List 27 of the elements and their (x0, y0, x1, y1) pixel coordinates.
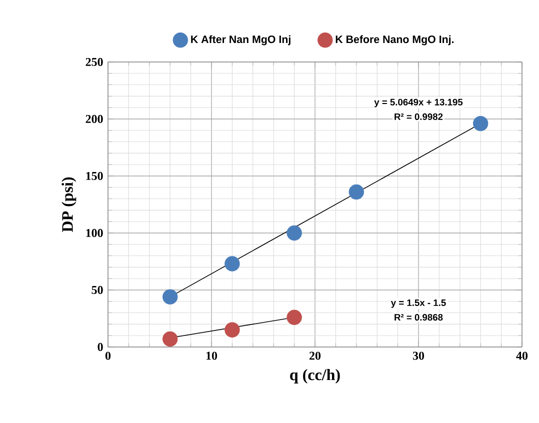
point (348, 184, 364, 200)
x-tick-label: 40 (516, 352, 528, 360)
point (162, 331, 178, 347)
annotation: y = 1.5x - 1.5 (390, 299, 446, 308)
x-axis-title: q (cc/h) (290, 368, 340, 384)
y-tick-label: 50 (92, 286, 103, 294)
legend-label: K After Nan MgO Inj (191, 35, 290, 46)
x-tick-label: 30 (412, 352, 424, 360)
point (472, 116, 488, 132)
point (286, 310, 302, 325)
y-tick-label: 0 (98, 342, 103, 352)
point (224, 322, 240, 338)
x-tick-label: 20 (310, 352, 321, 360)
y-tick-label: 100 (86, 228, 103, 238)
y-tick-label: 200 (86, 114, 103, 124)
y-tick-label: 250 (86, 58, 103, 66)
point (162, 289, 178, 304)
legend-label: K Before Nano MgO Inj. (336, 35, 454, 46)
annotation: y = 5.0649x + 13.195 (374, 98, 463, 108)
x-tick-label: 10 (206, 352, 218, 360)
y-tick-label: 150 (86, 172, 103, 180)
y-axis-title: DP (psi) (62, 177, 76, 232)
annotation: R² = 0.9868 (394, 314, 443, 321)
x-tick-label: 0 (105, 352, 111, 360)
point (286, 225, 302, 241)
annotation: R² = 0.9982 (394, 113, 443, 120)
point (224, 256, 240, 272)
